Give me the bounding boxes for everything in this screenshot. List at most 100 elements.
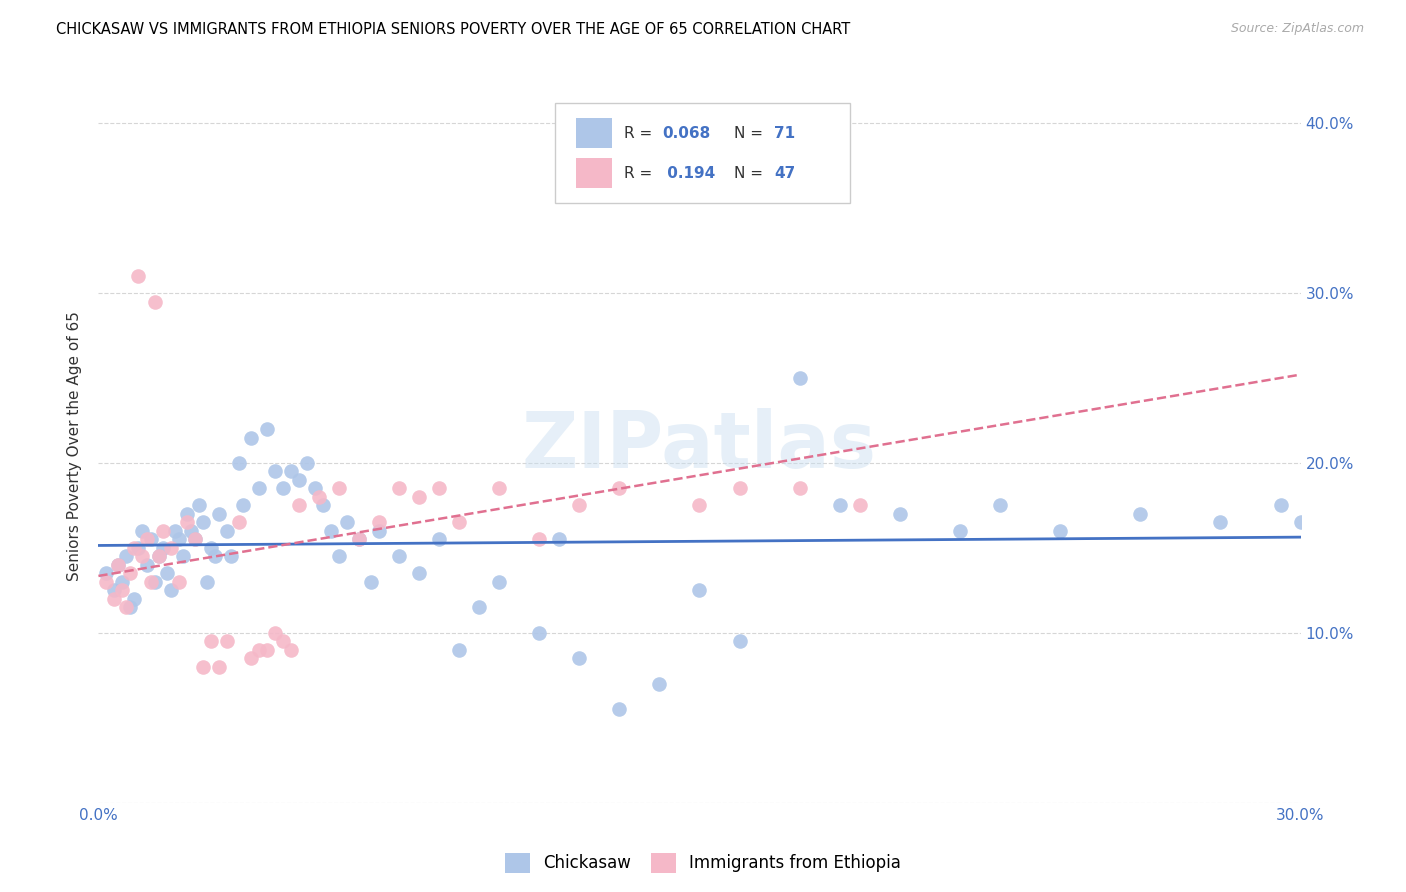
Point <box>689 499 711 513</box>
Text: Source: ZipAtlas.com: Source: ZipAtlas.com <box>1230 22 1364 36</box>
Point <box>187 499 209 513</box>
Point <box>648 184 671 198</box>
Point <box>135 558 157 572</box>
Legend: Chickasaw, Immigrants from Ethiopia: Chickasaw, Immigrants from Ethiopia <box>498 847 908 880</box>
Point <box>288 499 311 513</box>
Point <box>195 574 218 589</box>
Point <box>135 533 157 547</box>
Point <box>183 533 205 547</box>
Point <box>447 643 470 657</box>
Point <box>148 549 170 564</box>
Point <box>328 482 350 496</box>
Point <box>689 583 711 598</box>
Point <box>239 651 262 665</box>
Point <box>368 524 391 538</box>
Point <box>103 591 125 606</box>
Point <box>167 574 190 589</box>
Point <box>232 499 254 513</box>
Point <box>609 482 631 496</box>
Point <box>204 549 226 564</box>
Point <box>200 541 222 555</box>
Point <box>247 482 270 496</box>
Point <box>176 516 198 530</box>
Point <box>1209 516 1232 530</box>
Point <box>191 516 214 530</box>
Point <box>271 482 294 496</box>
Point <box>529 626 551 640</box>
Point <box>152 541 174 555</box>
Point <box>336 516 359 530</box>
Point <box>408 490 430 504</box>
FancyBboxPatch shape <box>575 159 612 188</box>
Point <box>447 516 470 530</box>
Point <box>103 583 125 598</box>
Point <box>208 507 231 521</box>
Point <box>107 558 129 572</box>
Point <box>159 583 181 598</box>
Point <box>328 549 350 564</box>
Text: CHICKASAW VS IMMIGRANTS FROM ETHIOPIA SENIORS POVERTY OVER THE AGE OF 65 CORRELA: CHICKASAW VS IMMIGRANTS FROM ETHIOPIA SE… <box>56 22 851 37</box>
Point <box>360 574 382 589</box>
Point <box>548 533 571 547</box>
Point <box>139 574 162 589</box>
Point <box>120 600 142 615</box>
Y-axis label: Seniors Poverty Over the Age of 65: Seniors Poverty Over the Age of 65 <box>67 311 83 581</box>
Point <box>107 558 129 572</box>
Point <box>468 600 491 615</box>
Point <box>163 524 186 538</box>
Point <box>131 549 153 564</box>
FancyBboxPatch shape <box>555 103 849 203</box>
Point <box>1049 524 1071 538</box>
Point <box>263 465 285 479</box>
Point <box>228 456 250 470</box>
Point <box>789 482 811 496</box>
Point <box>308 490 330 504</box>
Point <box>191 660 214 674</box>
Point <box>488 574 510 589</box>
FancyBboxPatch shape <box>575 119 612 148</box>
Point <box>159 541 181 555</box>
Point <box>152 524 174 538</box>
Text: N =: N = <box>734 126 768 141</box>
Point <box>889 507 911 521</box>
Point <box>1289 516 1312 530</box>
Point <box>143 574 166 589</box>
Text: 47: 47 <box>775 166 796 181</box>
Point <box>183 533 205 547</box>
Point <box>96 574 118 589</box>
Text: 71: 71 <box>775 126 796 141</box>
Point <box>488 482 510 496</box>
Point <box>789 371 811 385</box>
Point <box>176 507 198 521</box>
Point <box>288 473 311 487</box>
Point <box>148 549 170 564</box>
Point <box>529 533 551 547</box>
Point <box>295 456 318 470</box>
Point <box>228 516 250 530</box>
Point <box>111 574 134 589</box>
Point <box>239 430 262 444</box>
Point <box>256 422 278 436</box>
Point <box>648 677 671 691</box>
Point <box>427 482 450 496</box>
Point <box>167 533 190 547</box>
Text: R =: R = <box>624 166 657 181</box>
Text: 0.194: 0.194 <box>662 166 716 181</box>
Point <box>568 499 591 513</box>
Point <box>368 516 391 530</box>
Point <box>180 524 202 538</box>
Point <box>347 533 370 547</box>
Point <box>388 549 411 564</box>
Point <box>1129 507 1152 521</box>
Point <box>208 660 231 674</box>
Point <box>200 634 222 648</box>
Point <box>347 533 370 547</box>
Point <box>124 541 146 555</box>
Point <box>256 643 278 657</box>
Point <box>988 499 1011 513</box>
Text: 0.068: 0.068 <box>662 126 710 141</box>
Point <box>96 566 118 581</box>
Point <box>728 634 751 648</box>
Point <box>280 465 302 479</box>
Point <box>849 499 872 513</box>
